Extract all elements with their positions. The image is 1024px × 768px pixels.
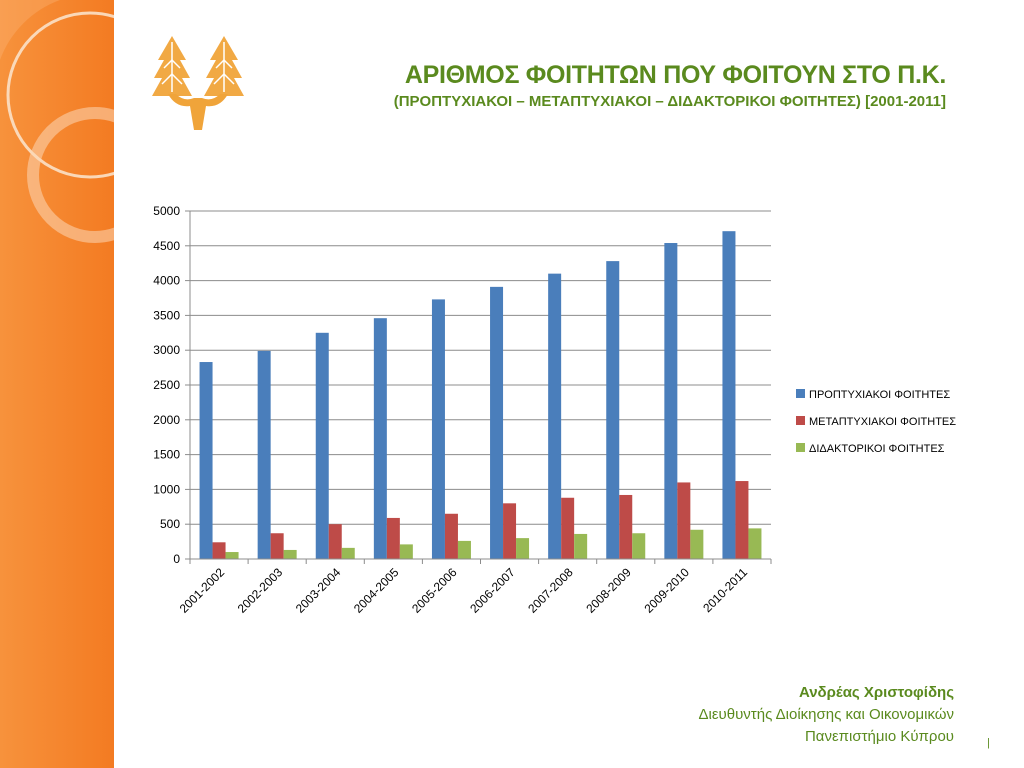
title-block: ΑΡΙΘΜΟΣ ΦΟΙΤΗΤΩΝ ΠΟΥ ΦΟΙΤΟΥΝ ΣΤΟ Π.Κ. (Π…: [393, 60, 947, 112]
legend-swatch: [796, 389, 805, 398]
y-tick-label: 3000: [153, 343, 180, 357]
bar-1: [722, 231, 736, 559]
bar-1: [257, 350, 271, 559]
author-name: Ανδρέας Χριστοφίδης: [798, 684, 954, 701]
x-tick-label: 2002-2003: [235, 565, 286, 616]
bar-1: [606, 261, 620, 559]
bar-1: [490, 286, 504, 559]
x-tick-label: 2010-2011: [700, 565, 750, 615]
bar-3: [748, 528, 762, 559]
x-tick-label: 2001-2002: [177, 565, 228, 616]
bar-3: [632, 533, 646, 559]
x-tick-labels: 2001-2002 2002-2003 2003-2004 2004-2005 2005…: [177, 565, 751, 616]
bar-1: [431, 299, 445, 559]
bar-2: [212, 542, 226, 559]
x-tick-label: 2009-2010: [641, 565, 692, 616]
bar-1: [664, 243, 678, 560]
author-role: Διευθυντής Διοίκησης και Οικονομικών: [698, 706, 954, 723]
bar-1: [373, 318, 387, 559]
footer: Ανδρέας Χριστοφίδης Διευθυντής Διοίκησης…: [699, 682, 954, 748]
sidebar-decoration: [0, 0, 114, 768]
y-tick-label: 2000: [153, 413, 180, 427]
bar-3: [457, 540, 471, 559]
x-tick-label: 2003-2004: [293, 565, 344, 616]
page-title: ΑΡΙΘΜΟΣ ΦΟΙΤΗΤΩΝ ΠΟΥ ΦΟΙΤΟΥΝ ΣΤΟ Π.Κ.: [404, 61, 946, 89]
legend-label: ΜΕΤΑΠΤΥΧΙΑΚΟΙ ΦΟΙΤΗΤΕΣ: [809, 416, 956, 428]
axes: [189, 211, 772, 564]
bar-2: [444, 513, 458, 559]
legend-label: ΠΡΟΠΤΥΧΙΑΚΟΙ ΦΟΙΤΗΤΕΣ: [809, 389, 950, 401]
bar-2: [503, 503, 517, 559]
y-tick-label: 0: [173, 552, 180, 566]
legend-label: ΔΙΔΑΚΤΟΡΙΚΟΙ ΦΟΙΤΗΤΕΣ: [809, 443, 945, 455]
bar-3: [399, 544, 413, 559]
y-tick-label: 1500: [153, 448, 180, 462]
x-tick-label: 2007-2008: [525, 565, 576, 616]
author-organization: Πανεπιστήμιο Κύπρου: [804, 728, 954, 745]
bar-3: [690, 529, 704, 559]
y-tick-label: 2500: [153, 378, 180, 392]
x-tick-label: 2006-2007: [467, 565, 518, 616]
y-tick-label: 3500: [153, 308, 180, 322]
page-number: |: [987, 737, 990, 749]
bar-2: [328, 524, 342, 559]
bar-1: [548, 273, 562, 559]
bar-3: [283, 549, 297, 559]
x-tick-label: 2004-2005: [351, 565, 402, 616]
bar-2: [386, 517, 400, 559]
y-tick-label: 4500: [153, 239, 180, 253]
bar-3: [341, 547, 355, 559]
y-tick-label: 1000: [153, 482, 180, 496]
bar-2: [619, 494, 633, 559]
y-tick-labels: 0 500 1000 1500 2000 2500 3000 3500 4000 4500 5000: [153, 204, 180, 566]
bars: [199, 231, 762, 560]
y-tick-label: 500: [160, 517, 180, 531]
bar-3: [516, 538, 530, 559]
bar-2: [735, 481, 749, 559]
bar-3: [574, 533, 588, 559]
bar-2: [677, 482, 691, 559]
y-tick-label: 4000: [153, 274, 180, 288]
bar-1: [315, 332, 329, 559]
x-tick-label: 2008-2009: [583, 565, 634, 616]
y-tick-label: 5000: [153, 204, 180, 218]
bar-2: [270, 533, 284, 559]
bar-3: [225, 552, 239, 559]
university-logo: [152, 36, 244, 130]
bar-1: [199, 362, 213, 559]
bar-2: [561, 497, 575, 559]
legend-swatch: [796, 443, 805, 452]
chart-legend: ΠΡΟΠΤΥΧΙΑΚΟΙ ΦΟΙΤΗΤΕΣ ΜΕΤΑΠΤΥΧΙΑΚΟΙ ΦΟΙΤΗ…: [796, 389, 956, 455]
legend-swatch: [796, 416, 805, 425]
page-subtitle: (ΠΡΟΠΤΥΧΙΑΚΟΙ – ΜΕΤΑΠΤΥΧΙΑΚΟΙ – ΔΙΔΑΚΤΟΡ…: [393, 93, 946, 110]
x-tick-label: 2005-2006: [409, 565, 460, 616]
